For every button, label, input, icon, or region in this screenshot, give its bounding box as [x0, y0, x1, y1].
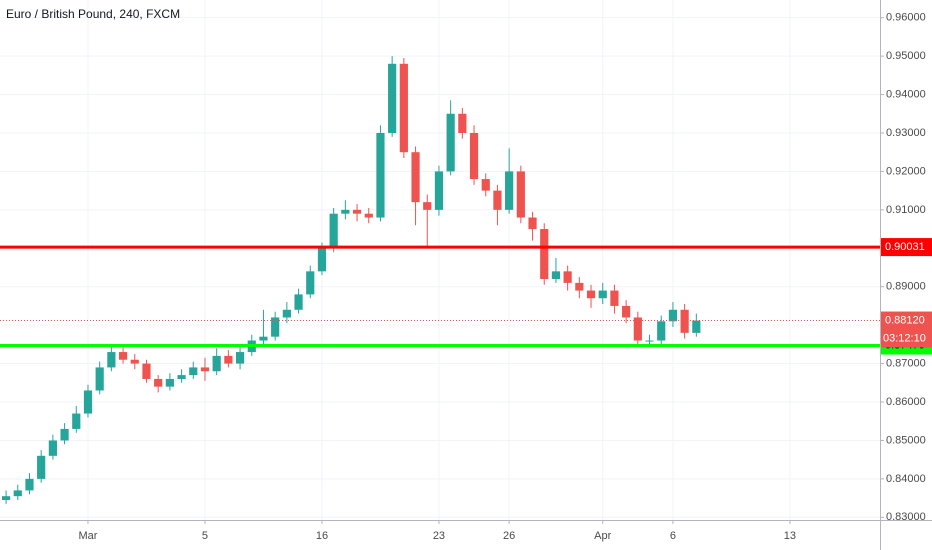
candle-body — [505, 171, 514, 210]
candle-body — [107, 352, 116, 368]
candle-body — [306, 271, 315, 295]
y-tick-label: 0.95000 — [886, 50, 926, 62]
candle-body — [154, 378, 163, 387]
candle-body — [259, 336, 268, 341]
y-tick-label: 0.87000 — [886, 357, 926, 369]
candle-body — [598, 290, 607, 299]
x-tick-label: Apr — [594, 530, 611, 542]
candle-body — [118, 352, 128, 360]
candle-body — [341, 209, 350, 214]
x-tick-label: 13 — [784, 530, 796, 542]
plot-area — [0, 56, 880, 504]
candle-body — [633, 317, 642, 341]
last-price-label: 0.88120 — [885, 314, 925, 326]
y-tick-label: 0.93000 — [886, 127, 926, 139]
grid — [0, 0, 880, 520]
candle-body — [388, 63, 397, 133]
candle-body — [200, 367, 210, 372]
candle-body — [528, 217, 537, 230]
candle-body — [177, 375, 186, 379]
candle-body — [399, 63, 408, 153]
level-label: 0.90031 — [885, 241, 925, 253]
y-tick-label: 0.89000 — [886, 281, 926, 293]
x-tick-label: 6 — [670, 530, 676, 542]
y-tick-label: 0.85000 — [886, 434, 926, 446]
candle-body — [13, 490, 22, 497]
candle-body — [458, 113, 467, 133]
y-tick-label: 0.96000 — [886, 12, 926, 24]
candle-body — [189, 367, 198, 376]
candle-body — [329, 213, 338, 249]
candle-body — [622, 305, 631, 318]
candle-body — [469, 132, 479, 180]
countdown-label: 03:12:10 — [883, 332, 926, 344]
candle-body — [83, 390, 93, 414]
candle-body — [516, 171, 525, 218]
candle-body — [60, 428, 69, 441]
x-tick-label: 16 — [316, 530, 328, 542]
candle-body — [586, 290, 596, 299]
candle-body — [692, 320, 701, 333]
candle-body — [1, 496, 11, 501]
candle-body — [540, 229, 549, 280]
candle-body — [212, 355, 221, 372]
candle-body — [224, 355, 233, 364]
level-label-box — [881, 238, 932, 257]
candle-body — [235, 352, 245, 364]
candle-body — [668, 309, 678, 322]
candle-body — [423, 202, 432, 210]
candle-body — [37, 455, 46, 479]
y-tick-label: 0.84000 — [886, 473, 926, 485]
candle-body — [575, 282, 584, 291]
x-tick-label: 26 — [503, 530, 515, 542]
candle-body — [411, 152, 420, 203]
candle-body — [364, 213, 373, 218]
x-tick-label: 5 — [202, 530, 208, 542]
candle-body — [165, 378, 174, 387]
x-tick-label: 23 — [433, 530, 445, 542]
candle-body — [446, 113, 455, 172]
candle-body — [72, 413, 81, 429]
candle-body — [282, 309, 291, 318]
candle-body — [434, 171, 444, 210]
candle-body — [48, 440, 57, 456]
y-tick-label: 0.83000 — [886, 511, 926, 523]
candle-body — [493, 190, 502, 210]
candle-body — [376, 132, 385, 218]
candle-body — [142, 363, 151, 379]
candle-body — [680, 309, 689, 333]
y-tick-label: 0.94000 — [886, 88, 926, 100]
candle-body — [317, 248, 327, 272]
candle-body — [294, 294, 303, 310]
x-tick-label: Mar — [79, 530, 98, 542]
y-tick-label: 0.91000 — [886, 204, 926, 216]
candle-body — [563, 271, 572, 283]
y-tick-label: 0.86000 — [886, 396, 926, 408]
candle-body — [130, 359, 139, 364]
y-tick-label: 0.92000 — [886, 165, 926, 177]
chart-title: Euro / British Pound, 240, FXCM — [6, 7, 180, 21]
candle-body — [657, 321, 666, 341]
last-price-box — [881, 311, 932, 348]
candle-body — [271, 317, 280, 337]
candle-body — [95, 367, 104, 391]
candle-body — [645, 340, 654, 342]
candle-body — [25, 478, 34, 491]
candle-body — [551, 271, 561, 280]
candle-body — [481, 179, 490, 191]
axes: 0.830000.840000.850000.860000.870000.880… — [79, 12, 932, 542]
candle-body — [352, 209, 362, 214]
candle-body — [610, 290, 619, 306]
